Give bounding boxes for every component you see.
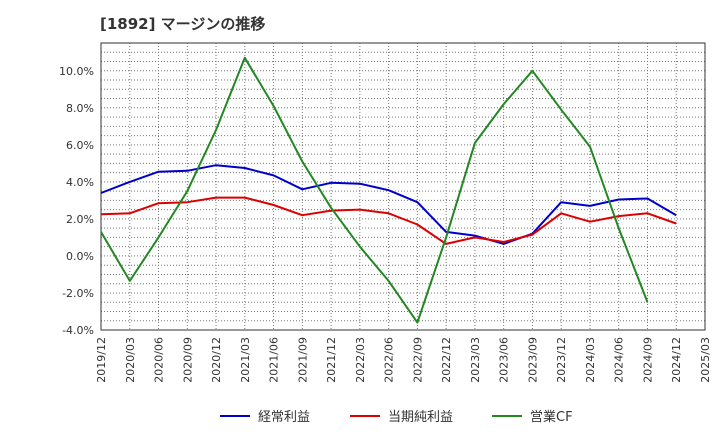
- x-tick-label: 2024/03: [584, 337, 597, 383]
- x-tick-label: 2020/09: [181, 337, 194, 383]
- y-tick-label: 8.0%: [66, 102, 94, 115]
- plot-border: [100, 42, 706, 331]
- y-tick-label: 0.0%: [66, 250, 94, 263]
- x-tick-label: 2021/03: [239, 337, 252, 383]
- x-tick-label: 2019/12: [95, 337, 108, 383]
- legend-label-1: 当期純利益: [388, 410, 453, 425]
- legend: 経常利益 当期純利益 営業CF: [220, 409, 573, 425]
- chart-title: [1892] マージンの推移: [100, 15, 266, 33]
- y-tick-label: 6.0%: [66, 139, 94, 152]
- x-tick-label: 2023/12: [555, 337, 568, 383]
- x-tick-label: 2022/12: [440, 337, 453, 383]
- x-tick-label: 2023/09: [526, 337, 539, 383]
- x-tick-label: 2023/03: [469, 337, 482, 383]
- legend-label-0: 経常利益: [258, 410, 310, 425]
- x-tick-label: 2021/12: [325, 337, 338, 383]
- x-tick-label: 2020/03: [124, 337, 137, 383]
- y-tick-label: -2.0%: [62, 287, 94, 300]
- x-tick-label: 2023/06: [498, 337, 511, 383]
- y-tick-label: -4.0%: [62, 324, 94, 337]
- series-layer: [100, 56, 677, 324]
- x-tick-label: 2020/12: [210, 337, 223, 383]
- y-tick-label: 10.0%: [59, 65, 94, 78]
- x-tick-label: 2024/12: [670, 337, 683, 383]
- x-tick-label: 2022/09: [411, 337, 424, 383]
- x-tick-label: 2020/06: [153, 337, 166, 383]
- series-line-2: [100, 56, 649, 324]
- y-tick-label: 2.0%: [66, 213, 94, 226]
- legend-label-2: 営業CF: [530, 409, 573, 425]
- x-tick-label: 2024/09: [641, 337, 654, 383]
- x-tick-label: 2025/03: [699, 337, 712, 383]
- y-tick-label: 4.0%: [66, 176, 94, 189]
- x-tick-label: 2021/06: [268, 337, 281, 383]
- x-tick-label: 2022/06: [383, 337, 396, 383]
- x-tick-label: 2022/03: [354, 337, 367, 383]
- x-tick-label: 2021/09: [296, 337, 309, 383]
- axis-layer: -4.0% -2.0% 0.0% 2.0% 4.0% 6.0% 8.0% 10.0% 2019/…: [59, 42, 712, 383]
- series-line-1: [100, 196, 677, 245]
- grid-layer: [101, 43, 705, 330]
- x-tick-label: 2024/06: [613, 337, 626, 383]
